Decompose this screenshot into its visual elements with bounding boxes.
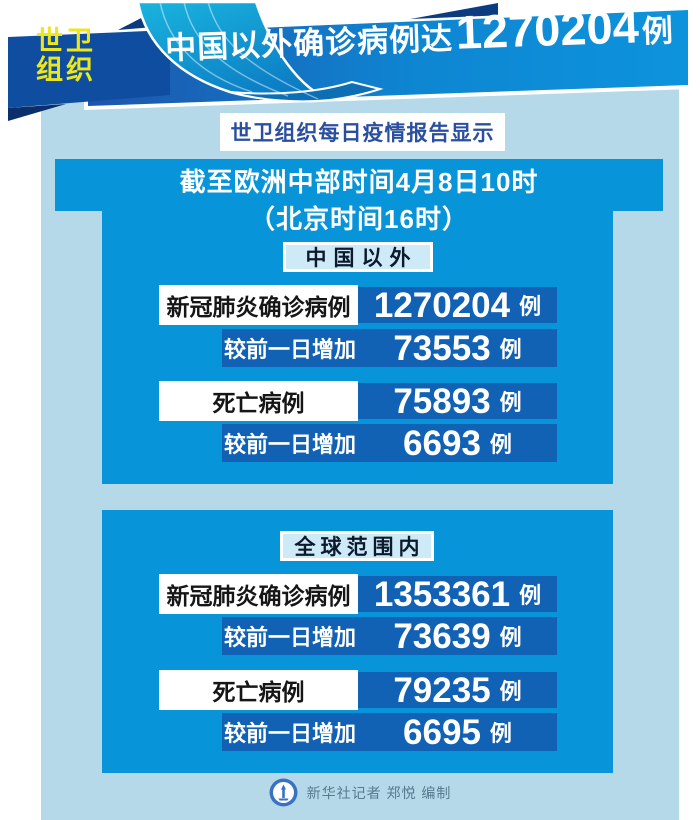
title-number: 1270204 (454, 0, 640, 59)
row-label: 死亡病例 (159, 381, 358, 421)
row-value: 73639 (393, 616, 491, 656)
row-value: 6693 (403, 423, 481, 463)
stat-row-confirmed-outside-china: 新冠肺炎确诊病例 1270204 例 (159, 285, 557, 325)
row-value: 1353361 (373, 574, 511, 614)
row-label: 新冠肺炎确诊病例 (159, 285, 358, 325)
stat-row-deaths-increase-outside-china: 较前一日增加 6693 例 (222, 424, 557, 462)
row-unit: 例 (489, 432, 512, 457)
timestamp-line1: 截至欧洲中部时间4月8日10时 (179, 167, 539, 197)
org-label: 世卫 组织 (36, 27, 96, 85)
org-tab (8, 30, 170, 108)
row-unit: 例 (499, 625, 522, 650)
org-label-line2: 组织 (36, 55, 96, 85)
row-value: 75893 (393, 381, 491, 421)
timestamp-line2: （北京时间16时） (249, 204, 469, 234)
row-unit: 例 (499, 337, 522, 362)
row-unit: 例 (519, 294, 542, 319)
ribbon-line (159, 1, 253, 93)
row-value: 79235 (393, 670, 491, 710)
row-value: 6695 (403, 712, 481, 752)
stat-row-confirmed-global: 新冠肺炎确诊病例 1353361 例 (159, 574, 557, 614)
stat-row-confirmed-increase-outside-china: 较前一日增加 73553 例 (222, 329, 557, 367)
title-suffix: 例 (641, 13, 675, 50)
row-label: 较前一日增加 (223, 337, 356, 362)
org-label-line1: 世卫 (36, 26, 96, 56)
section2-label-chip: 全球范围内 (280, 531, 434, 561)
stat-row-deaths-outside-china: 死亡病例 75893 例 (159, 381, 557, 421)
header-ribbon-art (8, 0, 692, 121)
section1-top-band (55, 159, 663, 211)
row-label: 死亡病例 (159, 670, 358, 710)
row-value: 73553 (393, 328, 491, 368)
org-tab-fold (8, 104, 66, 121)
section1-label-chip: 中国以外 (283, 242, 433, 272)
row-label: 较前一日增加 (223, 625, 356, 650)
report-source-badge: 世卫组织每日疫情报告显示 (220, 113, 505, 151)
xinhua-logo-icon (269, 778, 298, 807)
title-prefix: 中国以外确诊病例达 (164, 20, 454, 66)
ribbon-tail (229, 80, 384, 103)
row-unit: 例 (519, 583, 542, 608)
ribbon-line (207, 1, 319, 100)
row-value: 1270204 (373, 285, 511, 325)
row-label: 较前一日增加 (223, 432, 356, 457)
row-label: 较前一日增加 (223, 721, 356, 746)
stat-row-deaths-increase-global: 较前一日增加 6695 例 (222, 713, 557, 751)
footer-credit: 新华社记者 郑悦 编制 (306, 784, 452, 801)
ribbon-line (183, 1, 289, 97)
row-label: 新冠肺炎确诊病例 (159, 574, 358, 614)
row-unit: 例 (499, 390, 522, 415)
row-unit: 例 (489, 721, 512, 746)
stat-row-deaths-global: 死亡病例 79235 例 (159, 670, 557, 710)
stat-row-confirmed-increase-global: 较前一日增加 73639 例 (222, 617, 557, 655)
footer: 新华社记者 郑悦 编制 (41, 778, 679, 807)
row-unit: 例 (499, 679, 522, 704)
